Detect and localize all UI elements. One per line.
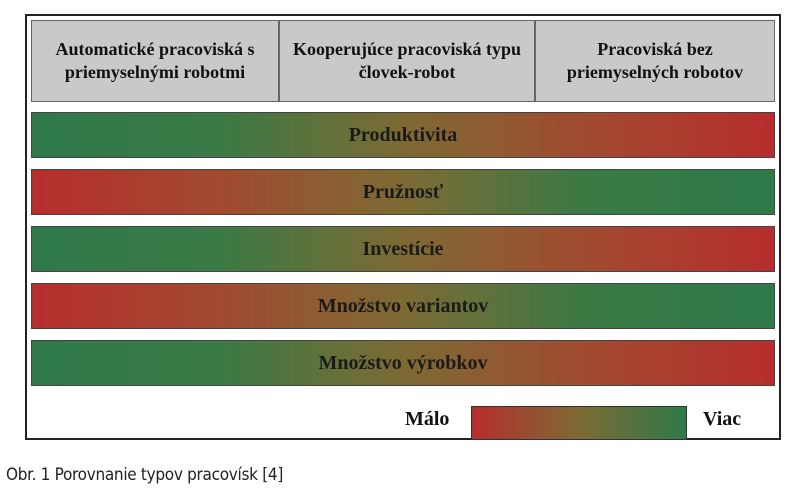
gradient-bar: Množstvo variantov bbox=[31, 283, 775, 329]
gradient-bar: Produktivita bbox=[31, 112, 775, 158]
gradient-bar: Množstvo výrobkov bbox=[31, 340, 775, 386]
caption: Obr. 1 Porovnanie typov pracovísk [4] bbox=[6, 465, 284, 485]
diagram-frame: Automatické pracoviská s priemyselnými r… bbox=[25, 14, 781, 440]
gradient-bar: Pružnosť bbox=[31, 169, 775, 215]
legend-low: Málo bbox=[405, 408, 450, 430]
column-header: Kooperujúce pracoviská typu človek-robot bbox=[279, 20, 535, 102]
column-header: Automatické pracoviská s priemyselnými r… bbox=[31, 20, 279, 102]
column-header: Pracoviská bez priemyselných robotov bbox=[535, 20, 775, 102]
gradient-bar: Investície bbox=[31, 226, 775, 272]
legend-gradient bbox=[471, 406, 687, 440]
legend-high: Viac bbox=[703, 408, 742, 430]
